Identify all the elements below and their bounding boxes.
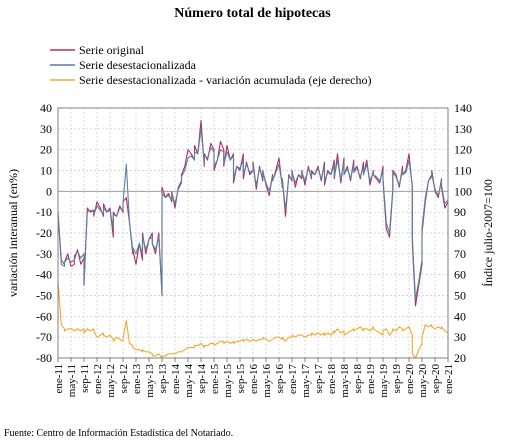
x-tick-label: sep-17 bbox=[313, 364, 325, 394]
x-tick-label: may-14 bbox=[183, 364, 195, 398]
x-tick-label: sep-20 bbox=[430, 364, 442, 394]
x-tick-label: sep-11 bbox=[79, 364, 91, 393]
y-tick-right: 110 bbox=[454, 164, 472, 178]
x-tick-label: may-19 bbox=[378, 364, 390, 398]
y-tick-left: 30 bbox=[40, 122, 52, 136]
series-layer bbox=[57, 119, 449, 359]
axis-layer: -80 20 -70 30 -60 40 -50 50 -40 60 -30 70 -20 80 -10 90… bbox=[6, 101, 495, 398]
x-tick-label: sep-16 bbox=[274, 364, 286, 394]
y-tick-left: -80 bbox=[36, 351, 52, 365]
x-tick-label: ene-13 bbox=[131, 364, 143, 394]
y-tick-right: 140 bbox=[454, 101, 472, 115]
x-tick-label: ene-19 bbox=[365, 364, 377, 394]
x-tick-label: ene-18 bbox=[326, 364, 338, 394]
y-tick-left: -30 bbox=[36, 247, 52, 261]
y-tick-left: -70 bbox=[36, 330, 52, 344]
y-tick-right: 130 bbox=[454, 122, 472, 136]
y-tick-right: 50 bbox=[454, 289, 466, 303]
y-tick-left: 20 bbox=[40, 143, 52, 157]
y-tick-left: 10 bbox=[40, 164, 52, 178]
x-tick-label: ene-11 bbox=[53, 364, 65, 394]
x-tick-label: sep-13 bbox=[157, 364, 169, 394]
y-tick-right: 20 bbox=[454, 351, 466, 365]
legend-label-0: Serie original bbox=[79, 43, 145, 57]
x-tick-label: ene-16 bbox=[248, 364, 260, 394]
x-tick-label: ene-21 bbox=[443, 364, 455, 394]
y-tick-left: -40 bbox=[36, 268, 52, 282]
series-line-2 bbox=[57, 280, 449, 359]
y-tick-right: 60 bbox=[454, 268, 466, 282]
x-tick-label: ene-12 bbox=[92, 364, 104, 394]
x-tick-label: may-13 bbox=[144, 364, 156, 398]
series-line-1 bbox=[57, 128, 449, 301]
x-tick-label: may-18 bbox=[339, 364, 351, 398]
chart-title: Número total de hipotecas bbox=[174, 6, 331, 21]
x-tick-label: sep-19 bbox=[391, 364, 403, 394]
x-tick-label: may-15 bbox=[222, 364, 234, 398]
legend-label-1: Serie desestacionalizada bbox=[79, 58, 197, 72]
y-tick-left: -60 bbox=[36, 309, 52, 323]
x-tick-label: ene-20 bbox=[404, 364, 416, 394]
y-tick-right: 40 bbox=[454, 309, 466, 323]
y-tick-right: 70 bbox=[454, 247, 466, 261]
y-tick-left: -20 bbox=[36, 226, 52, 240]
legend-label-2: Serie desestacionalizada - variación acu… bbox=[79, 73, 372, 87]
y-tick-right: 120 bbox=[454, 143, 472, 157]
x-tick-label: may-20 bbox=[417, 364, 429, 398]
y-tick-left: 40 bbox=[40, 101, 52, 115]
x-tick-label: may-17 bbox=[300, 364, 312, 398]
y-tick-right: 100 bbox=[454, 184, 472, 198]
x-tick-label: sep-15 bbox=[235, 364, 247, 394]
y-tick-left: -10 bbox=[36, 205, 52, 219]
x-tick-label: ene-15 bbox=[209, 364, 221, 394]
y-tick-left: 0 bbox=[46, 184, 52, 198]
y-tick-right: 80 bbox=[454, 226, 466, 240]
x-tick-label: may-11 bbox=[66, 364, 78, 397]
y-axis-label-left: variación interanual (en%) bbox=[6, 169, 20, 297]
x-tick-label: ene-14 bbox=[170, 364, 182, 394]
x-tick-label: sep-12 bbox=[118, 364, 130, 393]
x-tick-label: may-12 bbox=[105, 364, 117, 398]
x-tick-label: sep-18 bbox=[352, 364, 364, 394]
source-note: Fuente: Centro de Información Estadístic… bbox=[4, 428, 234, 439]
x-tick-label: may-16 bbox=[261, 364, 273, 398]
x-tick-label: sep-14 bbox=[196, 364, 208, 394]
x-tick-label: ene-17 bbox=[287, 364, 299, 394]
y-axis-label-right: Índice julio-2007=100 bbox=[481, 179, 495, 287]
y-tick-right: 30 bbox=[454, 330, 466, 344]
y-tick-right: 90 bbox=[454, 205, 466, 219]
y-tick-left: -50 bbox=[36, 289, 52, 303]
